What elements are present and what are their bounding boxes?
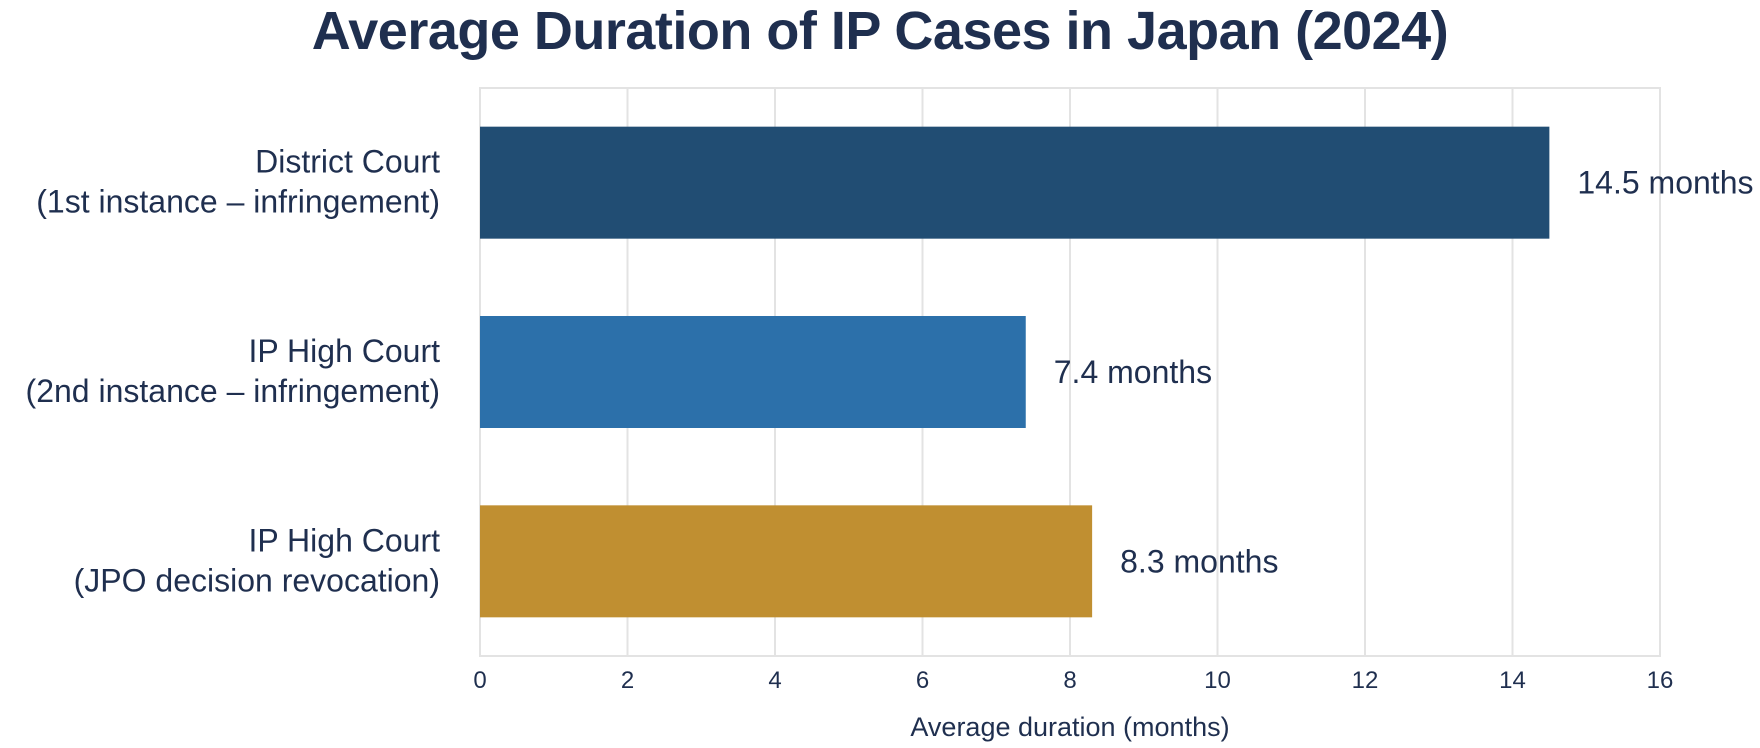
x-tick-label: 14 xyxy=(1499,667,1526,694)
x-tick-label: 6 xyxy=(916,667,929,694)
bar-value-label: 7.4 months xyxy=(1054,354,1212,390)
x-tick-label: 4 xyxy=(768,667,781,694)
chart-title: Average Duration of IP Cases in Japan (2… xyxy=(311,1,1449,61)
category-label-line2: (2nd instance – infringement) xyxy=(26,373,440,409)
x-tick-label: 8 xyxy=(1063,667,1076,694)
label-layer: 0 2 4 6 8 10 12 14 16 14.5 months District Court (1… xyxy=(26,144,1754,694)
category-label-line1: IP High Court xyxy=(249,522,441,558)
x-tick-label: 16 xyxy=(1647,667,1674,694)
category-label-line2: (1st instance – infringement) xyxy=(36,184,440,220)
x-tick-label: 2 xyxy=(621,667,634,694)
bar xyxy=(480,126,1550,239)
x-tick-label: 12 xyxy=(1352,667,1379,694)
bar-layer xyxy=(480,126,1550,618)
bar xyxy=(480,316,1026,428)
bar-value-label: 14.5 months xyxy=(1577,165,1753,201)
x-tick-label: 10 xyxy=(1204,667,1231,694)
category-label-line1: IP High Court xyxy=(249,333,441,369)
bar xyxy=(480,505,1093,618)
category-label-line1: District Court xyxy=(255,144,440,180)
x-axis-title: Average duration (months) xyxy=(910,712,1229,742)
x-tick-label: 0 xyxy=(473,667,486,694)
category-label-line2: (JPO decision revocation) xyxy=(74,562,440,598)
bar-value-label: 8.3 months xyxy=(1120,543,1278,579)
